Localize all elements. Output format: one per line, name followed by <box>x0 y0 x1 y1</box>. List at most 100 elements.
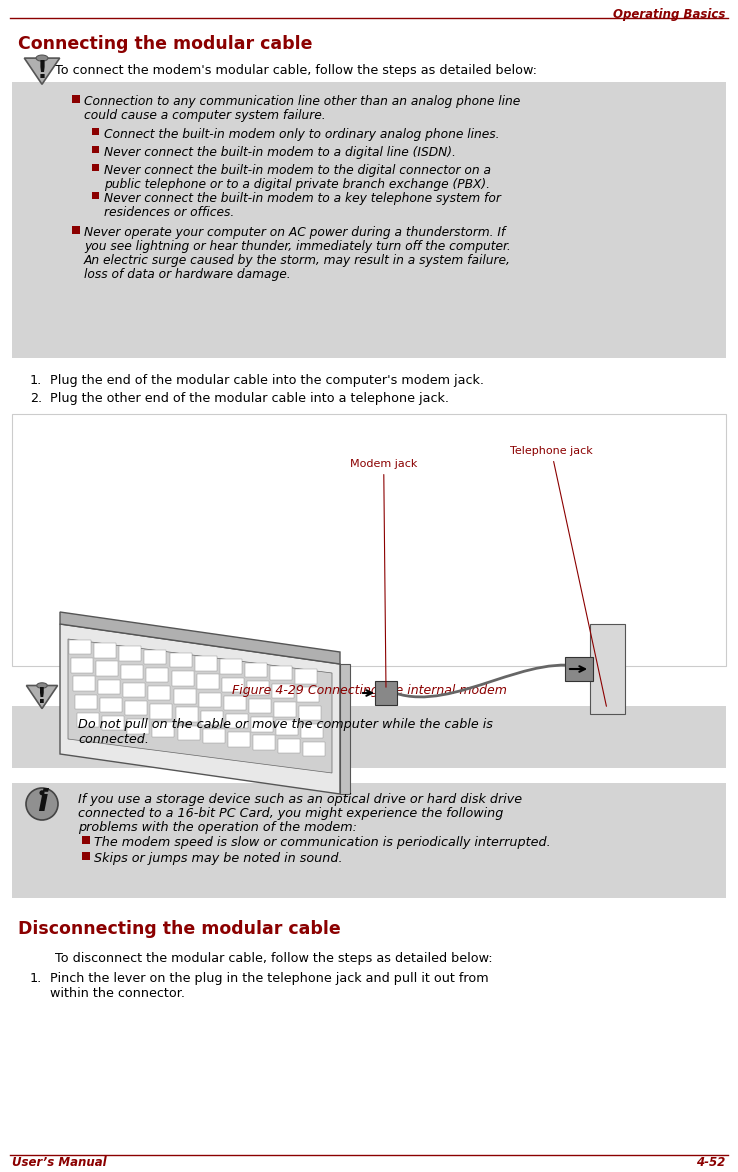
Polygon shape <box>203 729 224 743</box>
Polygon shape <box>98 680 120 694</box>
Polygon shape <box>69 640 91 654</box>
Polygon shape <box>77 713 99 727</box>
Polygon shape <box>68 639 332 774</box>
Text: The modem speed is slow or communication is periodically interrupted.: The modem speed is slow or communication… <box>94 836 551 849</box>
Polygon shape <box>301 723 323 738</box>
Polygon shape <box>274 702 296 716</box>
Text: connected.: connected. <box>78 732 149 747</box>
Polygon shape <box>121 665 143 679</box>
Polygon shape <box>195 656 217 670</box>
Text: 2.: 2. <box>30 391 42 406</box>
Polygon shape <box>197 674 218 689</box>
Polygon shape <box>276 721 298 735</box>
Polygon shape <box>96 661 118 676</box>
Bar <box>72 95 80 103</box>
Ellipse shape <box>37 683 47 688</box>
Text: Do not pull on the cable or move the computer while the cable is: Do not pull on the cable or move the com… <box>78 718 493 731</box>
Text: Telephone jack: Telephone jack <box>510 447 607 707</box>
Polygon shape <box>100 697 122 713</box>
Circle shape <box>39 790 44 796</box>
Text: residences or offices.: residences or offices. <box>104 206 234 219</box>
Text: Plug the other end of the modular cable into a telephone jack.: Plug the other end of the modular cable … <box>50 391 449 406</box>
Polygon shape <box>278 738 300 754</box>
Polygon shape <box>173 689 196 703</box>
Polygon shape <box>71 659 93 673</box>
Polygon shape <box>27 686 58 709</box>
Polygon shape <box>226 714 248 728</box>
Polygon shape <box>75 695 97 709</box>
Polygon shape <box>249 699 271 714</box>
Polygon shape <box>151 704 173 718</box>
Text: !: ! <box>37 687 47 707</box>
Text: To disconnect the modular cable, follow the steps as detailed below:: To disconnect the modular cable, follow … <box>55 952 493 965</box>
Text: Connect the built-in modem only to ordinary analog phone lines.: Connect the built-in modem only to ordin… <box>104 128 500 141</box>
Bar <box>82 852 90 860</box>
Text: Connection to any communication line other than an analog phone line: Connection to any communication line oth… <box>84 95 520 108</box>
Polygon shape <box>127 720 149 734</box>
Polygon shape <box>125 701 148 715</box>
Text: could cause a computer system failure.: could cause a computer system failure. <box>84 109 325 122</box>
FancyBboxPatch shape <box>12 706 726 768</box>
Bar <box>565 657 593 681</box>
Polygon shape <box>253 735 275 750</box>
Text: public telephone or to a digital private branch exchange (PBX).: public telephone or to a digital private… <box>104 178 490 191</box>
Polygon shape <box>24 59 60 84</box>
Polygon shape <box>153 722 174 737</box>
Text: you see lightning or hear thunder, immediately turn off the computer.: you see lightning or hear thunder, immed… <box>84 240 511 253</box>
Circle shape <box>26 788 58 820</box>
Polygon shape <box>245 662 267 677</box>
Text: loss of data or hardware damage.: loss of data or hardware damage. <box>84 268 291 281</box>
Text: 1.: 1. <box>30 374 42 387</box>
Text: 1.: 1. <box>30 972 42 984</box>
Text: connected to a 16-bit PC Card, you might experience the following: connected to a 16-bit PC Card, you might… <box>78 808 503 820</box>
Polygon shape <box>220 660 242 674</box>
Polygon shape <box>123 683 145 697</box>
Text: Skips or jumps may be noted in sound.: Skips or jumps may be noted in sound. <box>94 852 342 865</box>
Bar <box>92 192 99 199</box>
Text: problems with the operation of the modem:: problems with the operation of the modem… <box>78 822 357 834</box>
Polygon shape <box>146 668 168 682</box>
Text: Modem jack: Modem jack <box>350 459 418 687</box>
Polygon shape <box>176 708 198 722</box>
Text: Never connect the built-in modem to the digital connector on a: Never connect the built-in modem to the … <box>104 164 491 177</box>
Polygon shape <box>102 716 124 730</box>
Polygon shape <box>228 732 250 747</box>
Polygon shape <box>297 687 320 702</box>
Polygon shape <box>60 612 340 665</box>
Text: Never operate your computer on AC power during a thunderstorm. If: Never operate your computer on AC power … <box>84 226 506 239</box>
Text: Pinch the lever on the plug in the telephone jack and pull it out from: Pinch the lever on the plug in the telep… <box>50 972 489 984</box>
Polygon shape <box>251 717 273 731</box>
Polygon shape <box>171 672 193 686</box>
Polygon shape <box>272 684 294 699</box>
Polygon shape <box>148 686 170 701</box>
Polygon shape <box>270 666 292 680</box>
Text: within the connector.: within the connector. <box>50 987 185 1000</box>
Bar <box>72 226 80 234</box>
Polygon shape <box>300 706 321 720</box>
Polygon shape <box>295 669 317 683</box>
Text: !: ! <box>36 59 47 83</box>
Polygon shape <box>199 693 221 707</box>
Polygon shape <box>145 649 166 665</box>
Bar <box>92 146 99 154</box>
Text: Never connect the built-in modem to a key telephone system for: Never connect the built-in modem to a ke… <box>104 192 501 205</box>
Ellipse shape <box>36 55 48 61</box>
Bar <box>590 624 625 714</box>
Polygon shape <box>178 725 199 740</box>
Polygon shape <box>94 643 116 657</box>
Polygon shape <box>201 710 223 725</box>
Polygon shape <box>340 665 350 793</box>
Text: Never connect the built-in modem to a digital line (ISDN).: Never connect the built-in modem to a di… <box>104 146 456 159</box>
Bar <box>375 681 397 706</box>
Polygon shape <box>247 681 269 695</box>
Bar <box>82 836 90 844</box>
FancyBboxPatch shape <box>12 783 726 898</box>
Text: Connecting the modular cable: Connecting the modular cable <box>18 35 312 53</box>
Polygon shape <box>73 676 95 690</box>
Polygon shape <box>60 624 340 793</box>
Text: Disconnecting the modular cable: Disconnecting the modular cable <box>18 920 341 938</box>
Text: i: i <box>37 788 47 817</box>
Polygon shape <box>170 653 192 667</box>
Bar <box>92 128 99 135</box>
Text: An electric surge caused by the storm, may result in a system failure,: An electric surge caused by the storm, m… <box>84 254 511 267</box>
